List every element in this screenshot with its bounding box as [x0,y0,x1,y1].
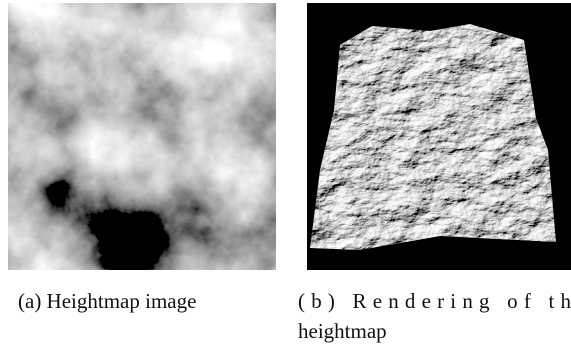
caption-b-line-2: heightmap [298,319,387,343]
caption-a: (a) Heightmap image [18,289,196,313]
heightmap-image [8,3,276,270]
caption-b-line-1: (b) Rendering of th [298,289,571,313]
figure: (a) Heightmap image (b) Rendering of th … [0,0,571,347]
